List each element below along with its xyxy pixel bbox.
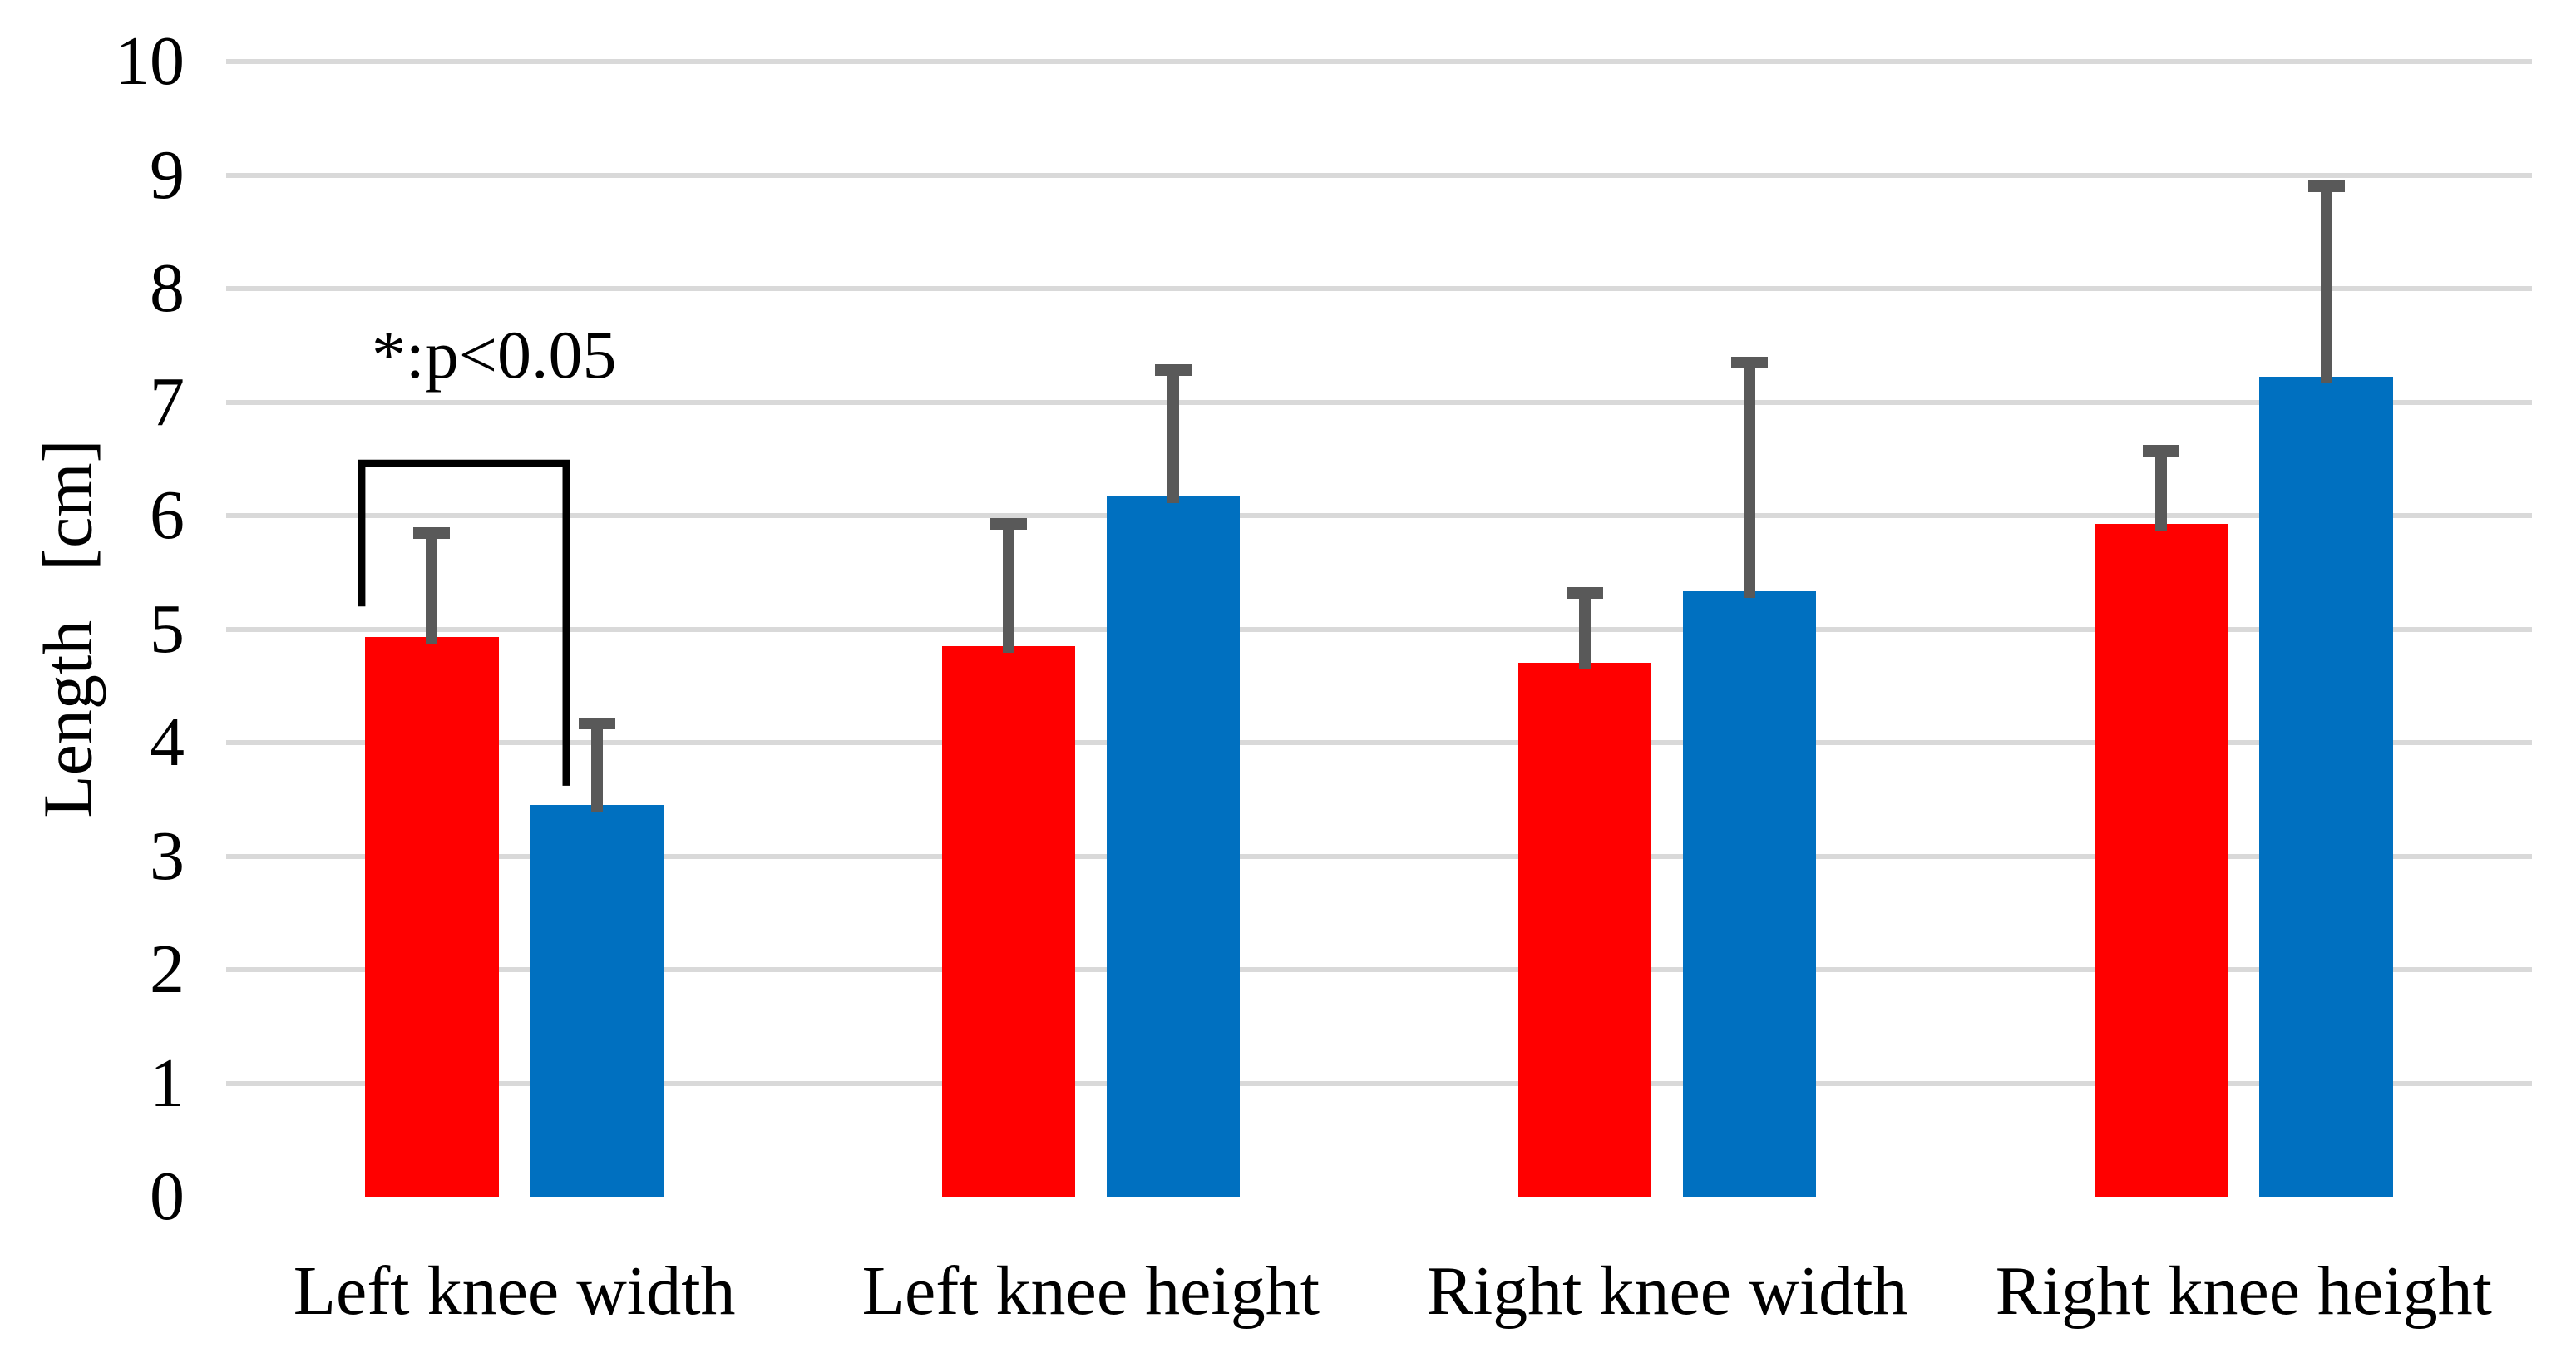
gridline-4 (226, 740, 2532, 745)
bar-red-3 (2095, 523, 2228, 1197)
gridline-5 (226, 626, 2532, 632)
error-bar-blue-0 (590, 717, 603, 812)
category-label-2: Right knee width (1426, 1252, 1908, 1330)
error-bar-blue-3 (2320, 180, 2332, 384)
y-tick-label-4: 4 (150, 704, 185, 781)
error-bar-red-1 (1002, 517, 1014, 653)
error-bar-cap-blue-1 (1155, 364, 1192, 377)
gridline-7 (226, 399, 2532, 405)
error-bar-cap-blue-2 (1731, 356, 1769, 368)
y-tick-label-7: 7 (150, 363, 185, 441)
error-bar-cap-blue-0 (578, 717, 615, 729)
gridline-6 (226, 513, 2532, 518)
bar-red-0 (365, 637, 499, 1197)
y-tick-label-8: 8 (150, 249, 185, 327)
gridline-2 (226, 967, 2532, 972)
gridline-8 (226, 286, 2532, 291)
bar-blue-0 (530, 805, 664, 1197)
y-tick-label-5: 5 (150, 590, 185, 668)
gridline-3 (226, 853, 2532, 859)
error-bar-cap-red-3 (2143, 445, 2180, 457)
error-bar-red-2 (1578, 586, 1591, 670)
y-tick-label-0: 0 (150, 1158, 185, 1235)
y-tick-label-9: 9 (150, 136, 185, 214)
plot-area: *:p<0.05 (226, 59, 2532, 1197)
category-label-0: Left knee width (293, 1252, 736, 1330)
bar-red-2 (1517, 663, 1652, 1197)
y-tick-label-10: 10 (115, 22, 185, 100)
error-bar-cap-red-2 (1566, 586, 1603, 599)
gridline-1 (226, 1080, 2532, 1086)
category-label-1: Left knee height (861, 1252, 1320, 1330)
y-tick-label-1: 1 (150, 1044, 185, 1122)
gridline-9 (226, 172, 2532, 178)
significance-bracket (358, 459, 570, 786)
bar-blue-1 (1106, 496, 1241, 1197)
error-bar-cap-red-0 (413, 526, 451, 539)
error-bar-red-3 (2155, 445, 2168, 531)
error-bar-cap-blue-3 (2307, 180, 2345, 193)
y-tick-label-2: 2 (150, 931, 185, 1008)
bar-red-1 (941, 645, 1075, 1197)
y-tick-label-6: 6 (150, 477, 185, 554)
gridline-10 (226, 59, 2532, 64)
significance-bracket-path (358, 459, 570, 786)
bar-blue-3 (2259, 377, 2393, 1197)
error-bar-blue-2 (1744, 356, 1756, 599)
error-bar-blue-1 (1167, 364, 1179, 503)
error-bar-cap-red-1 (989, 517, 1027, 530)
error-bar-red-0 (426, 526, 438, 644)
bar-blue-2 (1683, 591, 1817, 1197)
y-tick-label-3: 3 (150, 817, 185, 895)
category-label-3: Right knee height (1995, 1252, 2492, 1330)
significance-annotation-text: *:p<0.05 (372, 317, 617, 393)
